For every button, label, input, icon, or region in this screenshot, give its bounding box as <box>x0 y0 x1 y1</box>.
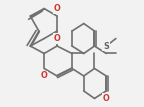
Text: O: O <box>54 34 60 43</box>
Text: O: O <box>54 4 60 13</box>
Text: S: S <box>103 42 109 51</box>
Text: O: O <box>41 71 48 80</box>
Text: O: O <box>103 94 110 103</box>
